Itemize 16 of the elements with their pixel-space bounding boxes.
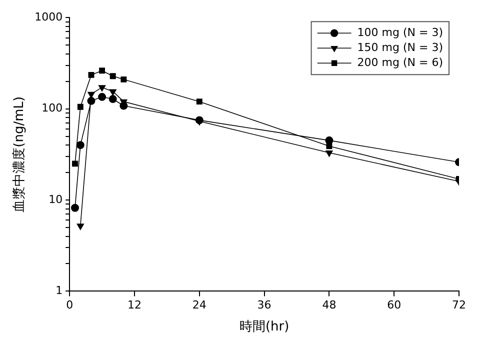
y-tick-label: 1 [56, 284, 63, 298]
x-tick-label: 36 [257, 298, 272, 312]
legend-label: 200 mg (N = 6) [357, 56, 444, 69]
y-axis-title: 血漿中濃度(ng/mL) [11, 96, 28, 212]
legend-label: 150 mg (N = 3) [357, 40, 444, 54]
y-tick-label: 10 [48, 192, 63, 206]
x-tick-label: 48 [322, 298, 336, 312]
x-tick-label: 0 [66, 298, 74, 312]
x-tick-label: 60 [387, 298, 402, 312]
x-axis-title: 時間(hr) [239, 320, 290, 335]
x-tick-label: 12 [127, 298, 142, 312]
y-tick-label: 100 [42, 102, 63, 115]
x-tick-label: 72 [452, 298, 466, 312]
y-tick-label: 1000 [34, 10, 63, 24]
legend-label: 100 mg (N = 3) [357, 26, 444, 39]
x-tick-label: 24 [192, 298, 206, 312]
